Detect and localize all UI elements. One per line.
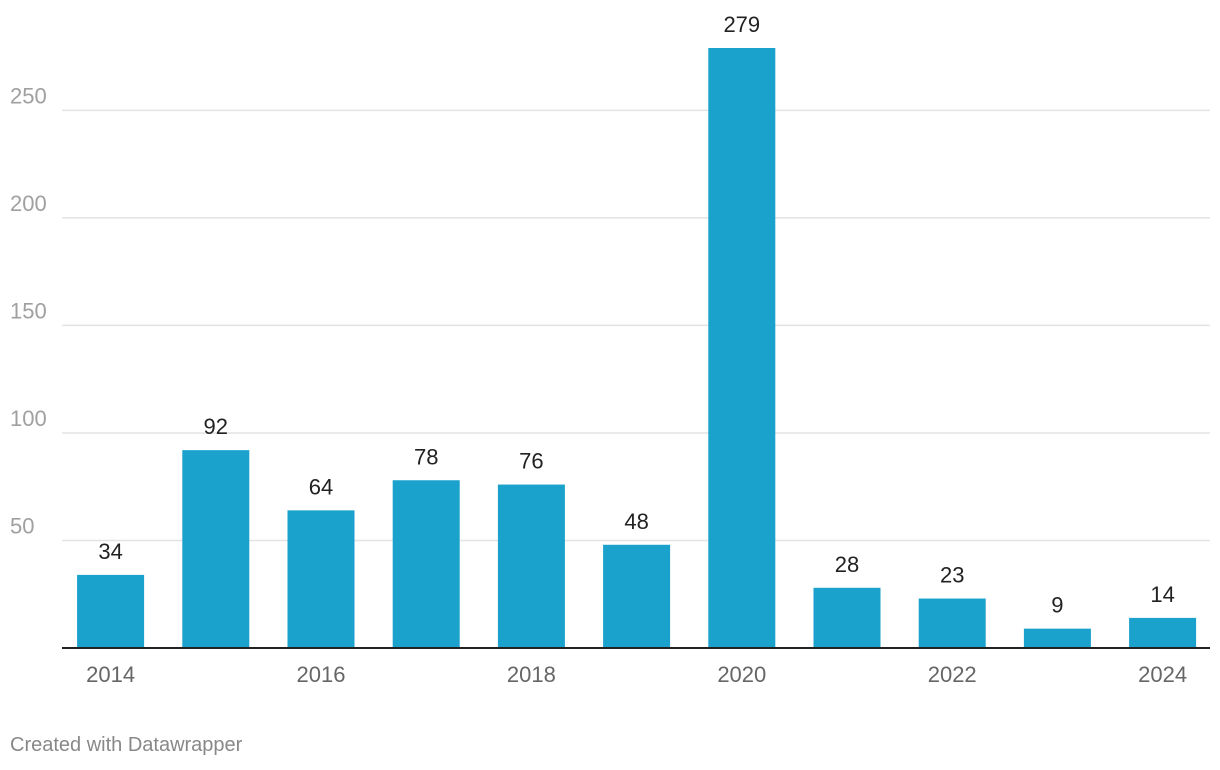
y-tick-label-50: 50 <box>10 513 34 538</box>
bar-value-label-2022: 23 <box>940 563 964 588</box>
x-tick-label-2024: 2024 <box>1138 662 1187 687</box>
bar-value-label-2016: 64 <box>309 474 333 499</box>
y-tick-label-100: 100 <box>10 406 47 431</box>
bar-value-label-2021: 28 <box>835 552 859 577</box>
bar-2024 <box>1129 617 1197 648</box>
bar-value-label-2017: 78 <box>414 444 438 469</box>
y-tick-label-150: 150 <box>10 298 47 323</box>
x-tick-label-2020: 2020 <box>717 662 766 687</box>
bar-2018 <box>497 484 565 648</box>
x-tick-label-2014: 2014 <box>86 662 135 687</box>
bar-2022 <box>918 598 986 648</box>
bar-value-label-2018: 76 <box>519 449 543 474</box>
bar-value-label-2024: 14 <box>1150 582 1174 607</box>
bar-2023 <box>1023 628 1091 648</box>
bars <box>77 48 1197 648</box>
x-axis-ticks: 2014 2016 2018 2020 2022 2024 <box>86 662 1187 687</box>
bar-2019 <box>603 544 671 648</box>
bar-2020 <box>708 48 776 648</box>
bar-value-labels: 34 92 64 78 76 48 279 28 23 9 14 <box>98 12 1174 618</box>
bar-2014 <box>77 574 145 648</box>
y-axis-ticks: 50 100 150 200 250 <box>10 83 47 538</box>
datawrapper-credit[interactable]: Created with Datawrapper <box>10 734 243 756</box>
bar-value-label-2019: 48 <box>624 509 648 534</box>
x-tick-label-2016: 2016 <box>297 662 346 687</box>
bar-value-label-2023: 9 <box>1051 593 1063 618</box>
y-tick-label-200: 200 <box>10 191 47 216</box>
bar-value-label-2020: 279 <box>723 12 760 37</box>
bar-2021 <box>813 587 881 648</box>
y-tick-label-250: 250 <box>10 83 47 108</box>
x-tick-label-2022: 2022 <box>928 662 977 687</box>
x-tick-label-2018: 2018 <box>507 662 556 687</box>
bar-chart: 50 100 150 200 250 34 92 64 78 76 48 279 28 23 9 14 20… <box>10 12 1210 687</box>
bar-2015 <box>182 450 250 648</box>
y-gridlines <box>62 109 1210 542</box>
bar-value-label-2015: 92 <box>204 414 228 439</box>
bar-2016 <box>287 510 355 648</box>
bar-2017 <box>392 480 460 648</box>
bar-value-label-2014: 34 <box>98 539 122 564</box>
